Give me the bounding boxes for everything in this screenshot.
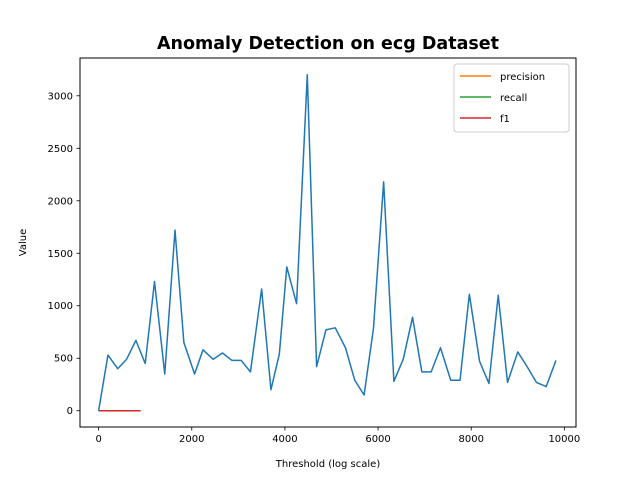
x-tick-label: 6000: [365, 434, 390, 445]
legend: precision recall f1: [453, 63, 570, 133]
series-line-signal: [97, 74, 557, 411]
x-tick-label: 10000: [548, 434, 580, 445]
chart-title: Anomaly Detection on ecg Dataset: [157, 34, 499, 54]
legend-label-f1: f1: [500, 114, 510, 125]
y-tick-label: 0: [67, 406, 73, 417]
x-tick-label: 8000: [458, 434, 483, 445]
y-axis-ticks: 0 500 1000 1500 2000 2500 3000: [48, 91, 80, 417]
y-tick-label: 500: [54, 354, 73, 365]
x-axis-ticks: 0 2000 4000 6000 8000 10000: [95, 427, 580, 445]
y-axis-label: Value: [18, 229, 29, 256]
y-tick-label: 3000: [48, 91, 73, 102]
plot-frame: [79, 57, 577, 428]
x-tick-label: 4000: [272, 434, 297, 445]
y-tick-label: 2500: [48, 144, 73, 155]
plot-lines: [97, 74, 557, 412]
x-tick-label: 2000: [179, 434, 204, 445]
y-tick-label: 2000: [48, 196, 73, 207]
x-axis-label: Threshold (log scale): [275, 459, 381, 470]
y-tick-label: 1500: [48, 249, 73, 260]
x-tick-label: 0: [95, 434, 101, 445]
legend-items: precision recall f1: [460, 72, 545, 125]
legend-label-recall: recall: [500, 93, 527, 104]
legend-label-precision: precision: [500, 72, 545, 83]
legend-box: [453, 63, 570, 133]
y-tick-label: 1000: [48, 301, 73, 312]
